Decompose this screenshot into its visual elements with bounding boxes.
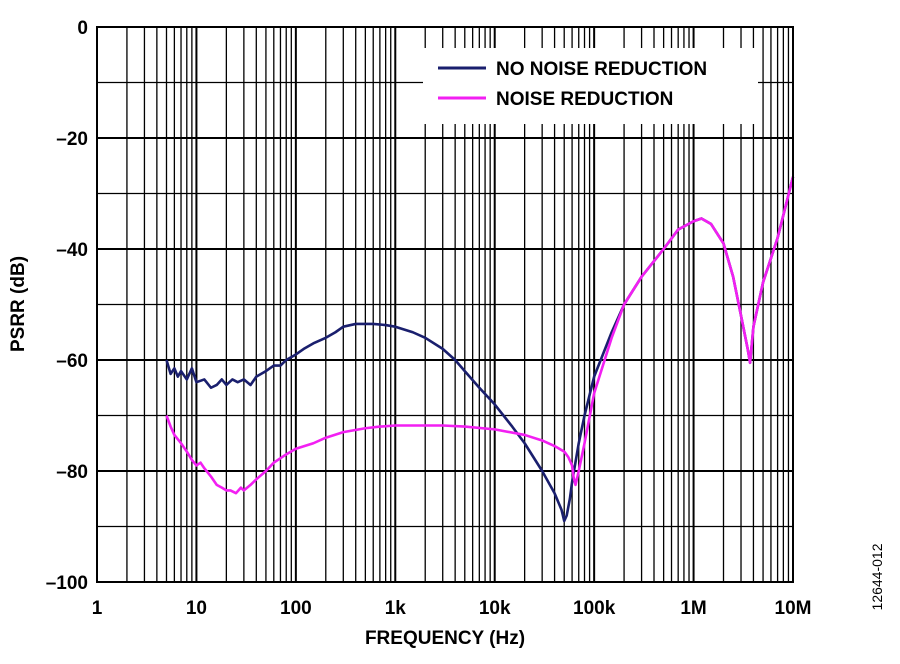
series-lines: [165, 176, 795, 523]
legend-label-no-noise-reduction: NO NOISE REDUCTION: [496, 59, 707, 80]
x-tick-labels: 1 10 100 1k 10k 100k 1M 10M: [92, 598, 812, 619]
x-tick-label: 1M: [680, 598, 706, 619]
legend: NO NOISE REDUCTION NOISE REDUCTION: [423, 48, 758, 124]
y-tick-label: 0: [77, 18, 88, 39]
series-line-noise-reduction: [165, 176, 795, 495]
x-tick-label: 100: [280, 598, 312, 619]
x-axis-title: FREQUENCY (Hz): [365, 628, 525, 649]
y-tick-label: –100: [46, 573, 88, 594]
x-tick-label: 100k: [573, 598, 616, 619]
y-tick-label: –40: [56, 240, 88, 261]
plot-frame: [96, 26, 794, 583]
x-tick-label: 1: [92, 598, 103, 619]
figure-id: 12644-012: [869, 543, 885, 610]
x-tick-label: 10k: [479, 598, 511, 619]
y-tick-label: –60: [56, 351, 88, 372]
x-tick-label: 10: [186, 598, 207, 619]
y-tick-label: –20: [56, 129, 88, 150]
legend-box: [423, 48, 758, 124]
y-axis-title: PSRR (dB): [8, 256, 29, 352]
y-tick-label: –80: [56, 462, 88, 483]
x-tick-label: 10M: [775, 598, 812, 619]
x-tick-label: 1k: [385, 598, 407, 619]
legend-label-noise-reduction: NOISE REDUCTION: [496, 89, 673, 110]
y-tick-labels: 0 –20 –40 –60 –80 –100: [46, 18, 88, 594]
